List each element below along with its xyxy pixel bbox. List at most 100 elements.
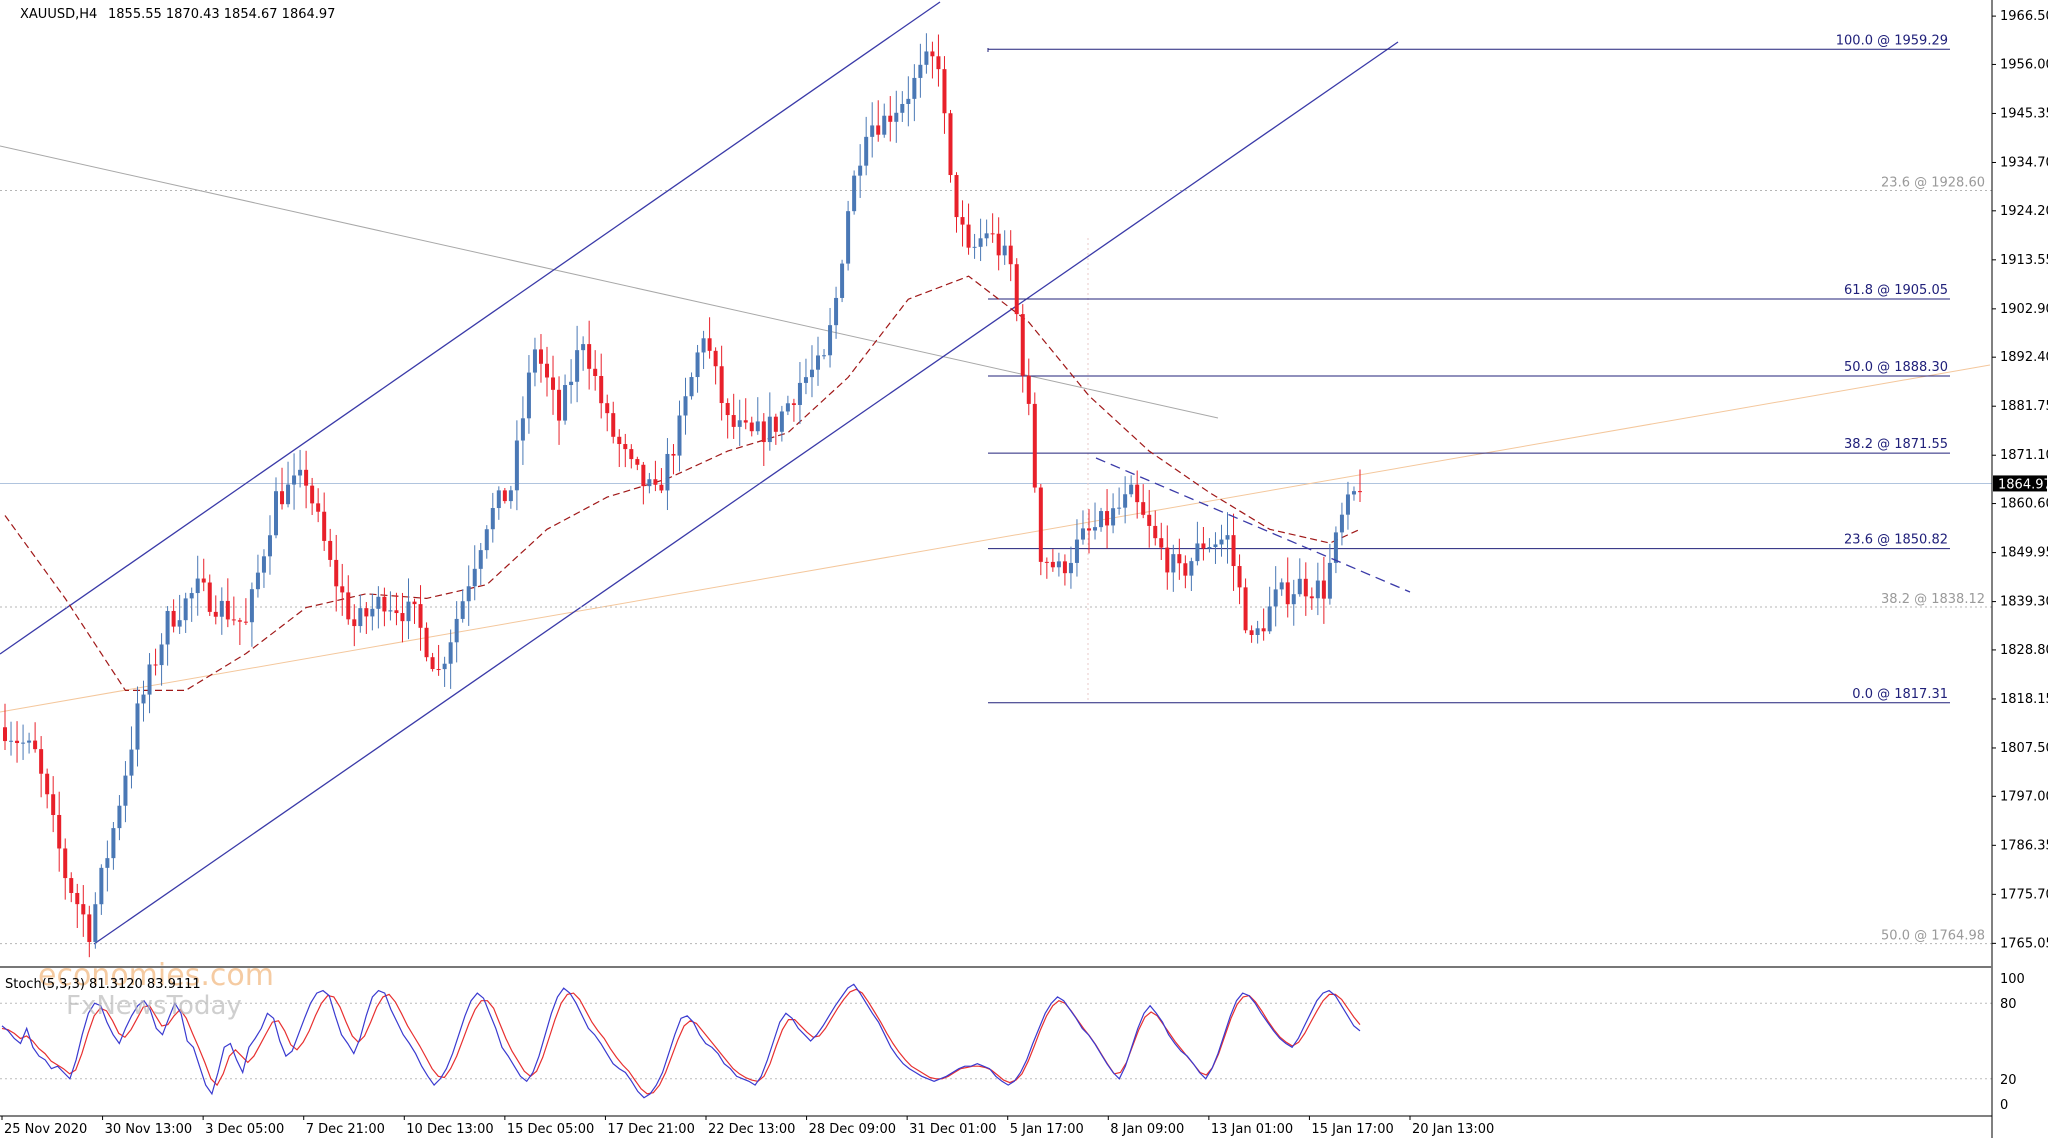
candle-body xyxy=(707,338,712,351)
candle-body xyxy=(183,598,188,621)
candle-body xyxy=(581,344,586,351)
candle-body xyxy=(400,613,405,622)
candle-body xyxy=(189,593,194,599)
candle-body xyxy=(466,586,471,602)
candle-body xyxy=(894,112,899,122)
candle-body xyxy=(551,377,556,390)
candle-body xyxy=(1189,561,1194,576)
candle-body xyxy=(304,469,309,486)
candle-body xyxy=(1008,245,1013,265)
candle-body xyxy=(93,904,98,942)
candle-body xyxy=(508,490,513,502)
fib-level-label: 61.8 @ 1905.05 xyxy=(1844,283,1948,298)
fib-level-label: 23.6 @ 1850.82 xyxy=(1844,533,1948,548)
candle-body xyxy=(846,211,851,264)
candle-body xyxy=(292,475,297,485)
candle-body xyxy=(316,503,321,512)
moving-average-line xyxy=(4,275,1361,691)
candle-body xyxy=(310,485,315,504)
candle-body xyxy=(834,297,839,326)
fib-dotted-label: 38.2 @ 1838.12 xyxy=(1881,592,1985,607)
fib-level-label: 50.0 @ 1888.30 xyxy=(1844,360,1948,375)
candle-body xyxy=(719,366,724,404)
candle-body xyxy=(1333,532,1338,563)
candle-body xyxy=(906,98,911,104)
fib-level-label: 0.0 @ 1817.31 xyxy=(1852,687,1948,702)
candle-body xyxy=(641,464,646,487)
time-tick-label: 30 Nov 13:00 xyxy=(105,1122,193,1137)
price-tick-label: 1902.90 xyxy=(2000,302,2048,317)
orange-trendline xyxy=(0,364,1991,713)
candle-body xyxy=(87,914,92,942)
candle-body xyxy=(822,355,827,357)
time-tick-label: 25 Nov 2020 xyxy=(4,1122,87,1137)
candle-body xyxy=(761,421,766,443)
candle-body xyxy=(334,559,339,587)
candle-body xyxy=(45,773,50,795)
candle-body xyxy=(990,233,995,235)
candle-body xyxy=(966,224,971,248)
candle-body xyxy=(1213,544,1218,548)
dashed-resistance-line xyxy=(1095,457,1411,593)
candle-body xyxy=(171,610,176,627)
price-tick-label: 1839.30 xyxy=(2000,595,2048,610)
candle-body xyxy=(972,246,977,248)
candle-body xyxy=(280,491,285,505)
price-tick-label: 1966.50 xyxy=(2000,9,2048,24)
orange-trendline-layer xyxy=(0,364,1991,713)
fibonacci-layer: 100.0 @ 1959.29 61.8 @ 1905.05 50.0 @ 1888… xyxy=(0,33,1992,945)
price-tick-label: 1945.35 xyxy=(2000,106,2048,121)
candle-body xyxy=(876,125,881,135)
candle-body xyxy=(1135,484,1140,503)
candle-body xyxy=(1105,511,1110,526)
candle-body xyxy=(394,610,399,614)
candle-body xyxy=(274,491,278,536)
candle-body xyxy=(502,490,507,502)
candle-body xyxy=(773,416,778,432)
candle-body xyxy=(370,608,375,617)
stoch-main-line xyxy=(1,983,1361,1099)
stochastic-label: Stoch(5,3,3) 81.3120 83.9111 xyxy=(5,977,201,992)
candle-body xyxy=(1207,547,1212,549)
candle-body xyxy=(737,420,742,427)
time-tick-label: 13 Jan 01:00 xyxy=(1211,1122,1293,1137)
candle-body xyxy=(1315,580,1320,599)
time-tick-label: 28 Dec 09:00 xyxy=(809,1122,896,1137)
candle-body xyxy=(255,572,260,590)
watermark-source: FxNewsToday xyxy=(66,991,242,1021)
candle-body xyxy=(376,596,381,609)
candle-body xyxy=(1074,539,1079,563)
price-tick-label: 1892.40 xyxy=(2000,350,2048,365)
candle-body xyxy=(159,644,164,666)
candle-body xyxy=(755,421,760,432)
candle-body xyxy=(418,604,423,628)
candle-body xyxy=(484,529,489,551)
candle-body xyxy=(623,444,628,450)
candle-body xyxy=(27,740,32,743)
candle-body xyxy=(647,479,652,487)
time-tick-label: 22 Dec 13:00 xyxy=(708,1122,795,1137)
candle-body xyxy=(1087,528,1091,531)
candle-body xyxy=(749,422,754,432)
price-tick-label: 1786.35 xyxy=(2000,838,2048,853)
candle-body xyxy=(442,663,447,670)
candle-body xyxy=(1273,589,1278,607)
candle-body xyxy=(1345,494,1350,515)
candle-body xyxy=(1321,580,1326,599)
current-price-label: 1864.97 xyxy=(1998,477,2048,492)
candle-body xyxy=(1231,535,1236,567)
candle-body xyxy=(57,814,62,849)
candle-body xyxy=(954,175,959,218)
time-tick-label: 5 Jan 17:00 xyxy=(1010,1122,1084,1137)
candle-body xyxy=(1243,587,1248,631)
candle-body xyxy=(1261,628,1266,632)
candles-layer xyxy=(3,33,1362,958)
candle-body xyxy=(828,325,833,356)
candle-body xyxy=(858,165,863,176)
candle-body xyxy=(243,621,248,623)
candle-body xyxy=(1141,502,1146,515)
candle-body xyxy=(346,592,351,620)
fib-level-label: 100.0 @ 1959.29 xyxy=(1836,33,1948,48)
channel-lower-line xyxy=(93,41,1399,945)
candle-body xyxy=(665,453,670,491)
